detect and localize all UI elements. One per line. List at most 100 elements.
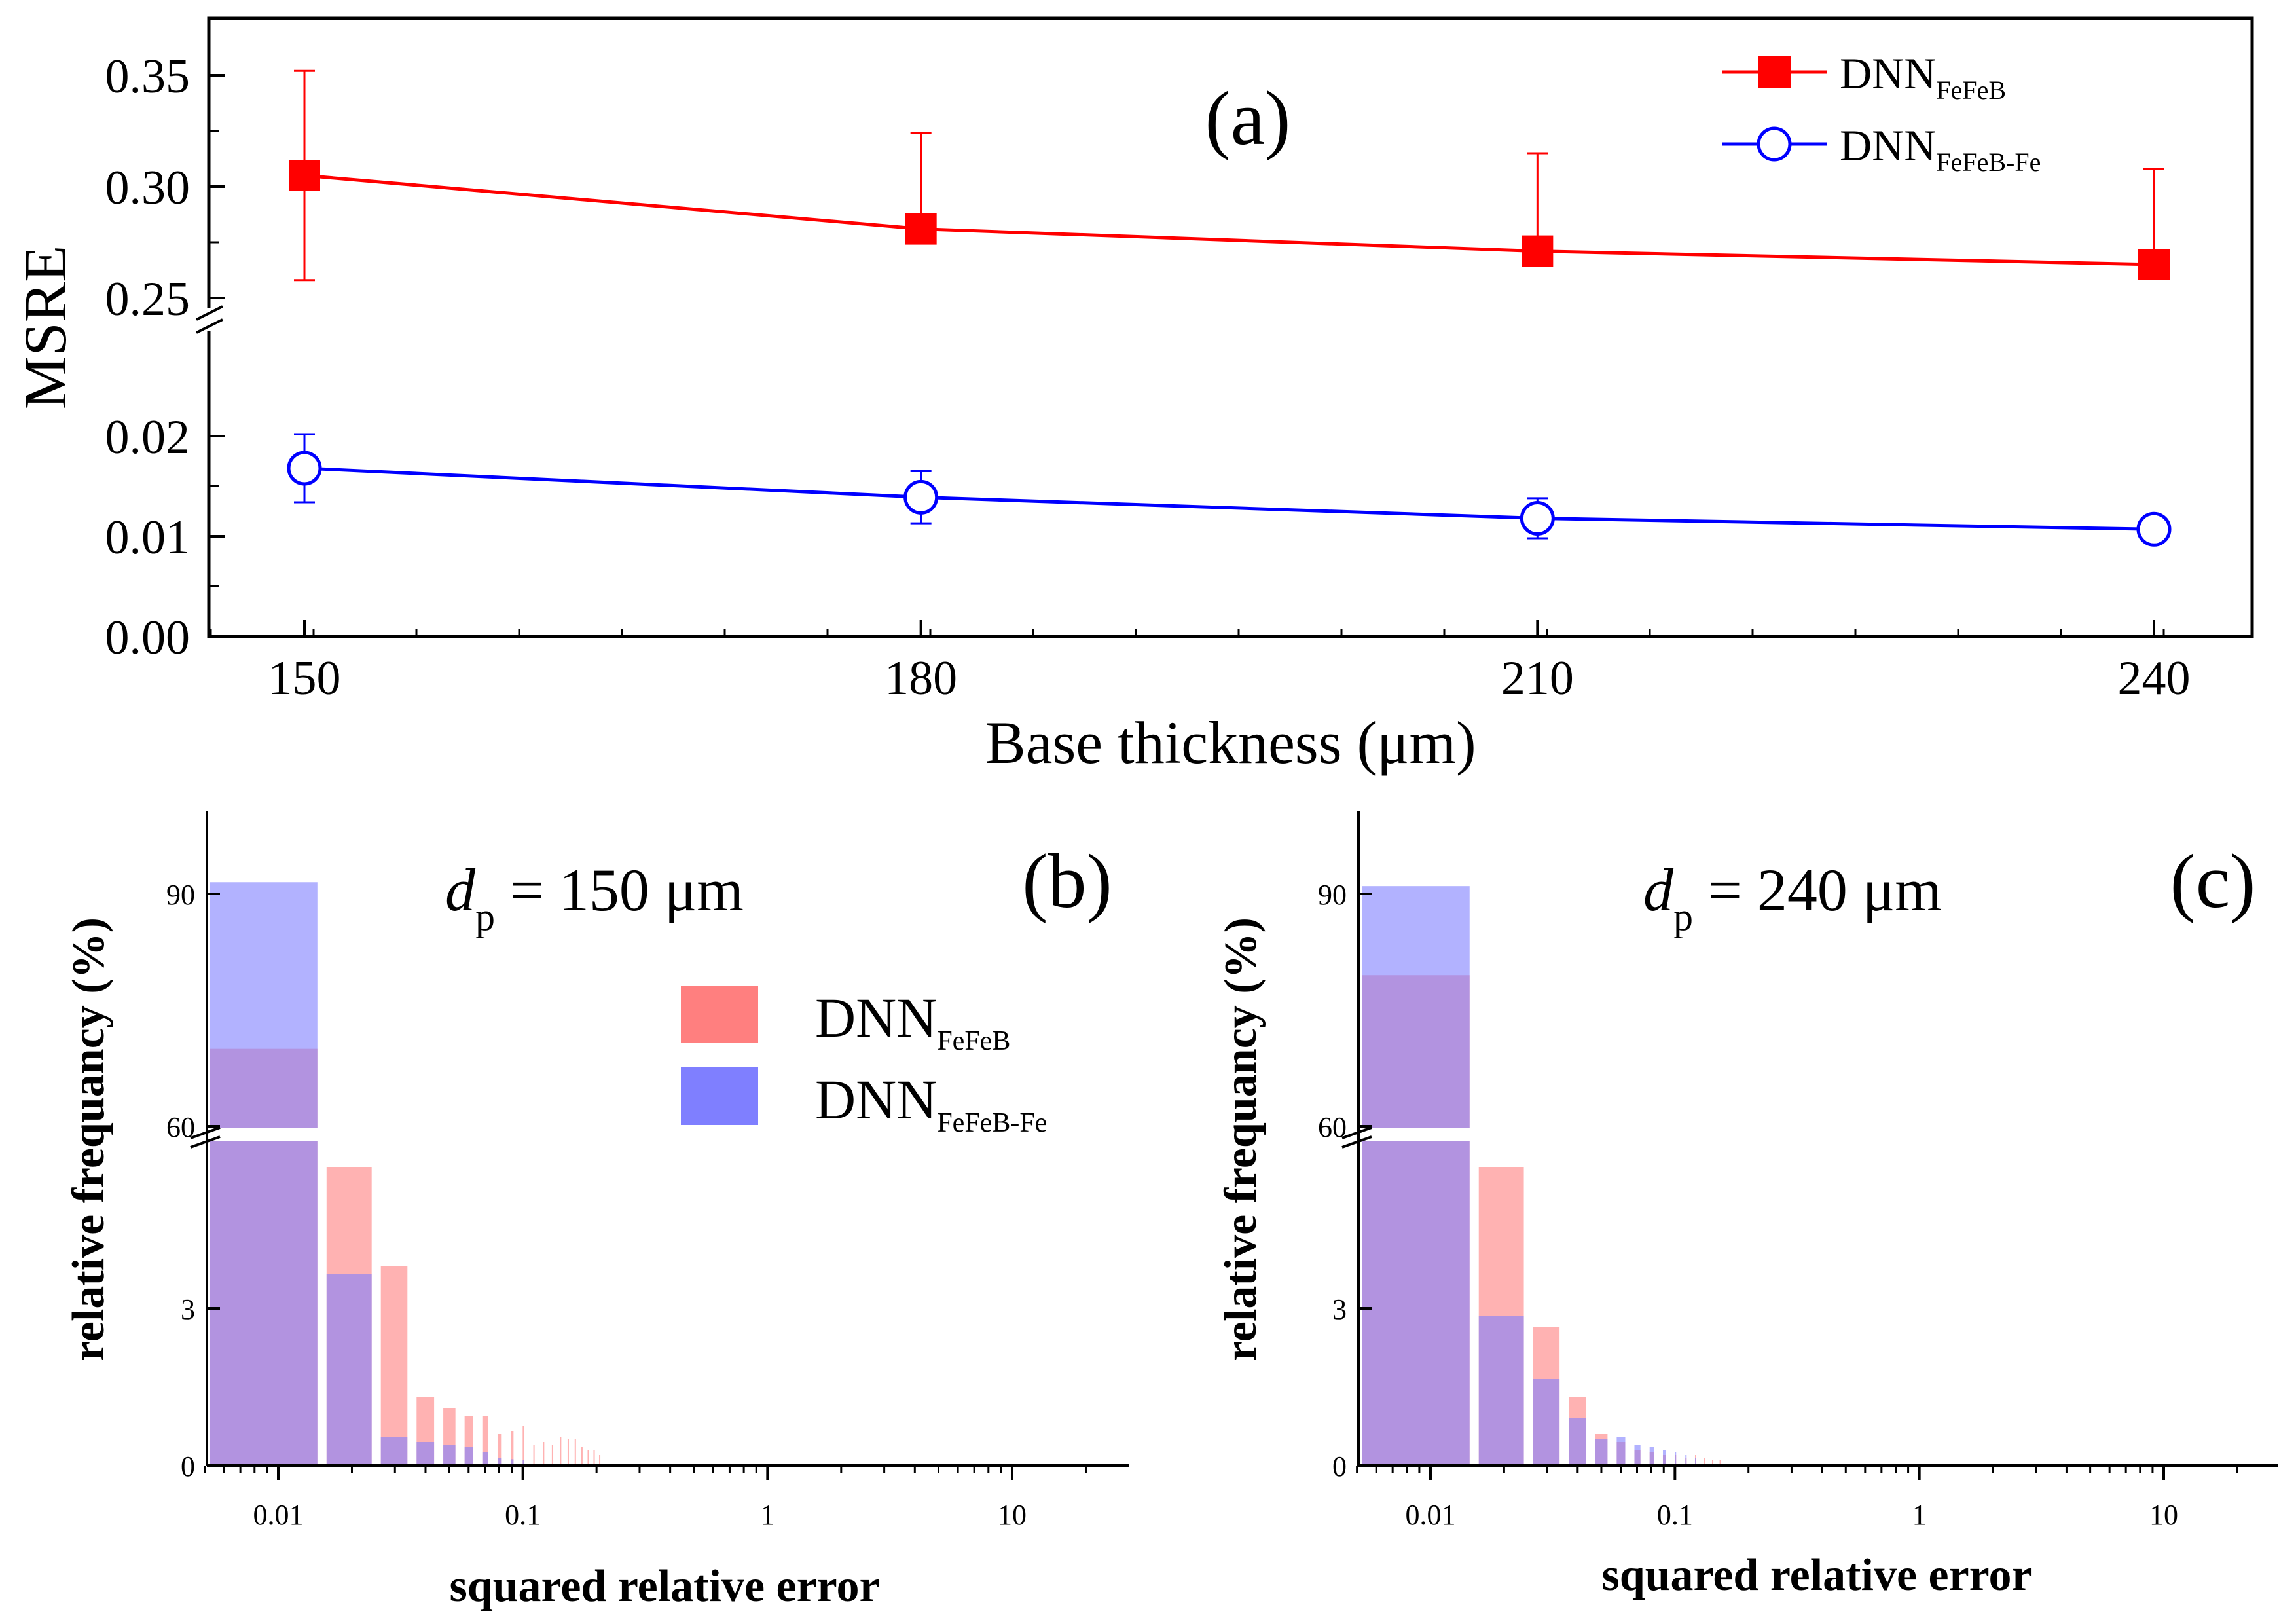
histogram-bar — [497, 1434, 502, 1466]
panel-a-ticks: 150 180 210 240 0.00 0.01 0.02 0.25 0.30 0.35 — [105, 50, 2191, 705]
data-point — [289, 160, 320, 191]
y-tick-label: 0.01 — [105, 511, 191, 564]
y-tick-label: 90 — [166, 879, 195, 911]
panel-a: 150 180 210 240 0.00 0.01 0.02 0.25 0.30 0.35 (a)… — [12, 16, 2254, 776]
y-tick-label: 0.30 — [105, 161, 191, 215]
histogram-bar — [497, 1458, 502, 1466]
y-tick-label: 0.25 — [105, 272, 191, 326]
axis-break-mark — [1341, 1135, 1372, 1149]
legend-b-blue-swatch — [681, 1067, 758, 1125]
histogram-bar — [326, 1274, 372, 1466]
series-line — [304, 174, 2155, 267]
histogram-bar — [210, 882, 318, 1466]
panel-c-ticks: 0 3 60 90 0.01 0.1 1 10 — [1318, 879, 2238, 1531]
histogram-bar — [599, 1455, 601, 1466]
x-tick-label: 10 — [2149, 1499, 2178, 1531]
y-tick-label: 0 — [181, 1450, 195, 1483]
axis-break-mark — [1341, 1126, 1372, 1139]
y-tick-label: 60 — [166, 1111, 195, 1143]
histogram-bar — [380, 1437, 408, 1466]
y-tick-label: 60 — [1318, 1111, 1347, 1143]
legend-a-red-label: DNNFeFeB — [1840, 48, 2006, 105]
data-point — [2138, 249, 2170, 280]
legend-a-square-icon — [1758, 56, 1791, 88]
histogram-bar — [560, 1437, 562, 1466]
panel-b-ylabel: relative frequancy (%) — [64, 917, 114, 1361]
histogram-bar — [567, 1439, 569, 1466]
x-tick-label: 0.1 — [505, 1499, 541, 1531]
histogram-bar — [482, 1416, 488, 1466]
data-point — [287, 451, 322, 486]
histogram-bar — [593, 1450, 595, 1466]
histogram-bar — [1569, 1418, 1586, 1466]
panel-b-xlabel: squared relative error — [449, 1561, 879, 1612]
x-tick-label: 1 — [1912, 1499, 1927, 1531]
panel-a-ylabel: MSRE — [12, 246, 79, 410]
histogram-bar — [1719, 1460, 1721, 1466]
histogram-bar — [1649, 1447, 1654, 1466]
panel-b-legend: DNNFeFeB DNNFeFeB-Fe — [681, 986, 1047, 1138]
series-line — [304, 466, 2155, 531]
axis-break-mask — [196, 308, 223, 331]
data-point — [2136, 511, 2172, 547]
histogram-bar — [587, 1450, 589, 1466]
histogram-bar — [1662, 1450, 1666, 1466]
legend-b-red-label: DNNFeFeB — [815, 986, 1010, 1056]
panel-c-label: (c) — [2170, 838, 2256, 924]
panel-a-xlabel: Base thickness (μm) — [985, 709, 1476, 776]
panel-c: 0 3 60 90 0.01 0.1 1 10 (c) dp = 240 μm squared… — [1216, 811, 2278, 1600]
panel-a-series — [287, 69, 2172, 547]
histogram-bar — [1685, 1455, 1687, 1466]
panel-c-ylabel: relative frequancy (%) — [1216, 917, 1266, 1361]
histogram-bar — [416, 1442, 435, 1466]
histogram-bar — [1634, 1445, 1641, 1466]
x-tick-label: 180 — [884, 652, 957, 705]
y-tick-label: 0.00 — [105, 611, 191, 665]
panel-b-label: (b) — [1022, 838, 1112, 924]
axis-break-mask — [187, 1128, 335, 1141]
legend-b-blue-label: DNNFeFeB-Fe — [815, 1068, 1047, 1138]
panel-c-bars — [1339, 886, 1721, 1466]
x-tick-label: 240 — [2118, 652, 2191, 705]
histogram-bar — [443, 1445, 456, 1466]
histogram-bar — [574, 1439, 576, 1466]
x-tick-label: 150 — [268, 652, 341, 705]
histogram-bar — [511, 1431, 514, 1466]
y-tick-label: 3 — [181, 1293, 195, 1325]
panel-a-label: (a) — [1205, 75, 1291, 161]
x-tick-label: 10 — [998, 1499, 1027, 1531]
y-tick-label: 0.02 — [105, 411, 191, 464]
panel-b-ticks: 0 3 60 90 0.01 0.1 1 10 — [166, 879, 1087, 1531]
histogram-bar — [522, 1426, 524, 1466]
y-tick-label: 3 — [1332, 1293, 1347, 1325]
data-point — [1520, 500, 1555, 536]
histogram-bar — [581, 1447, 583, 1466]
y-tick-label: 0 — [1332, 1450, 1347, 1483]
histogram-bar — [1704, 1458, 1705, 1466]
legend-b-red-swatch — [681, 986, 758, 1043]
histogram-bar — [522, 1460, 524, 1466]
x-tick-label: 0.01 — [253, 1499, 304, 1531]
histogram-bar — [511, 1459, 514, 1466]
axis-break-mark — [190, 1126, 221, 1139]
histogram-bar — [1595, 1439, 1608, 1466]
panel-b: 0 3 60 90 0.01 0.1 1 10 (b) dp = 150 μm squared… — [64, 811, 1129, 1612]
histogram-bar — [551, 1445, 553, 1466]
data-point — [905, 213, 937, 245]
legend-a-blue-label: DNNFeFeB-Fe — [1840, 120, 2041, 177]
histogram-bar — [1478, 1316, 1524, 1466]
y-tick-label: 0.35 — [105, 50, 191, 103]
axis-break-mask — [1339, 1128, 1487, 1141]
x-tick-label: 0.1 — [1657, 1499, 1693, 1531]
x-tick-label: 0.01 — [1406, 1499, 1456, 1531]
histogram-bar — [1533, 1379, 1560, 1466]
axis-break-mark — [196, 318, 223, 334]
x-tick-label: 1 — [760, 1499, 774, 1531]
axis-break-mark — [196, 305, 223, 321]
panel-b-annotation: dp = 150 μm — [445, 857, 744, 938]
x-tick-label: 210 — [1501, 652, 1574, 705]
axis-break-mark — [190, 1135, 221, 1149]
legend-a-circle-icon — [1757, 126, 1792, 162]
histogram-bar — [1694, 1458, 1696, 1466]
